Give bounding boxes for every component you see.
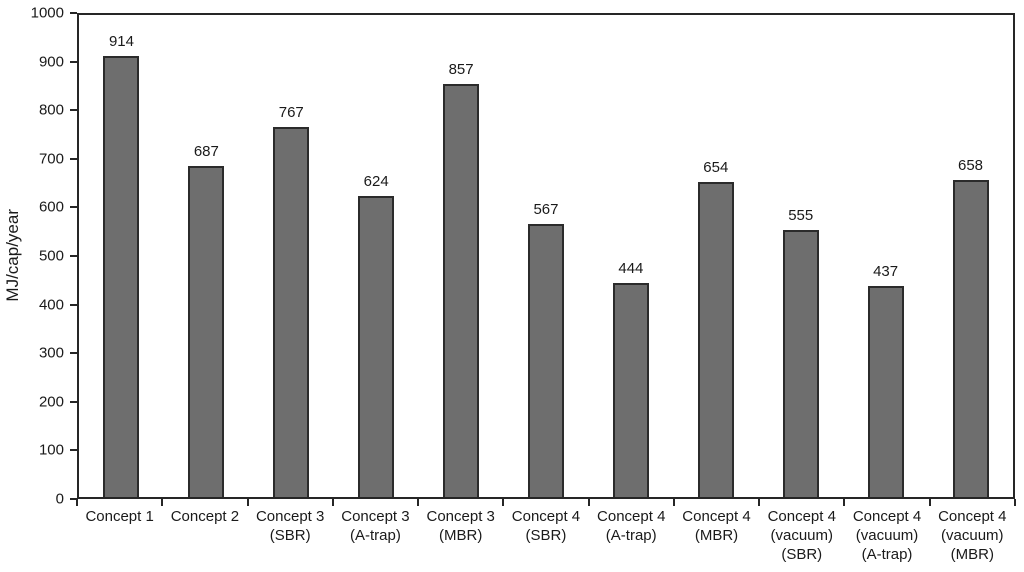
y-tick-label: 900: [38, 53, 64, 71]
y-axis-ticks: 0 100 200 300 400 500 600 700 800 900 1000: [0, 5, 77, 508]
x-category-label: Concept 2: [170, 508, 240, 525]
y-tick-mark: [70, 206, 77, 209]
plot-area: 914 687 767 624 857 567 444 654 555 437 658: [77, 13, 1015, 499]
bar-value-label: 658: [958, 156, 984, 174]
bar: [103, 56, 140, 497]
x-axis-labels: Concept 1 Concept 2 Concept 3 (SBR) Concept…: [77, 507, 1015, 564]
x-tick-mark: [417, 499, 420, 506]
bar-column: 444: [588, 15, 673, 497]
y-tick-mark: [70, 449, 77, 452]
y-tick-mark: [70, 12, 77, 14]
x-category-label: Concept 3 (MBR): [426, 508, 495, 544]
bar-value-label: 437: [873, 263, 899, 281]
x-tick-mark: [587, 499, 590, 506]
y-tick-mark: [70, 157, 77, 160]
y-tick-mark: [70, 352, 77, 355]
x-tick-mark: [758, 499, 761, 506]
bar-column: 687: [164, 15, 249, 497]
bar-value-label: 444: [618, 260, 644, 277]
x-category-label: Concept 4 (vacuum) (A-trap): [852, 508, 922, 563]
bar-value-label: 555: [788, 206, 814, 224]
x-category-label: Concept 4 (A-trap): [597, 508, 666, 544]
x-axis-ticks: [76, 499, 1016, 506]
y-tick-label: 300: [38, 344, 64, 362]
bar-value-label: 624: [363, 173, 389, 191]
y-tick-mark: [70, 255, 77, 257]
bar: [612, 283, 649, 497]
bar: [527, 223, 564, 497]
x-tick-mark: [502, 499, 505, 506]
x-tick-mark: [331, 499, 334, 506]
x-tick-mark: [928, 499, 931, 506]
x-category-label: Concept 3 (SBR): [255, 508, 325, 544]
bar-value-label: 654: [703, 158, 729, 176]
y-tick-mark: [70, 303, 77, 306]
y-tick-mark: [70, 400, 77, 403]
x-tick-mark: [1014, 499, 1016, 506]
x-tick-mark: [843, 499, 846, 506]
y-tick-label: 200: [38, 393, 64, 411]
y-tick-label: 800: [38, 101, 64, 119]
bar-value-label: 687: [193, 142, 219, 160]
x-category-label: Concept 4 (vacuum) (MBR): [938, 508, 1007, 563]
bar-value-label: 914: [108, 33, 134, 51]
bar: [188, 165, 225, 497]
y-tick-label: 100: [38, 441, 64, 459]
x-category-label: Concept 4 (vacuum) (SBR): [767, 508, 836, 563]
y-tick-label: 500: [38, 247, 64, 265]
bar-value-label: 567: [533, 200, 559, 218]
bar-column: 624: [334, 15, 419, 497]
x-tick-mark: [672, 499, 675, 506]
bar-column: 857: [419, 15, 504, 497]
bar-column: 437: [843, 15, 928, 497]
y-tick-label: 700: [38, 150, 64, 168]
x-category-label: Concept 4 (SBR): [511, 508, 581, 544]
bar: [867, 286, 904, 497]
bar: [952, 179, 989, 497]
y-tick-mark: [70, 60, 77, 63]
bar-column: 767: [249, 15, 334, 497]
bar-column: 654: [673, 15, 758, 497]
bar: [273, 127, 310, 497]
y-tick-label: 0: [55, 490, 64, 508]
x-category-label: Concept 3 (A-trap): [341, 508, 410, 544]
bar-column: 555: [758, 15, 843, 497]
y-tick-label: 400: [38, 296, 64, 314]
y-tick-mark: [70, 109, 77, 112]
bar-column: 658: [928, 15, 1013, 497]
bar-value-label: 767: [278, 104, 304, 122]
bar: [358, 196, 395, 497]
y-tick-label: 600: [38, 198, 64, 216]
x-tick-mark: [161, 499, 164, 506]
bar-value-label: 857: [448, 60, 474, 78]
bar: [782, 229, 819, 497]
bar: [697, 181, 734, 497]
bar-column: 567: [504, 15, 589, 497]
y-tick-mark: [70, 498, 77, 500]
bars-row: 914 687 767 624 857 567 444 654 555 437 658: [79, 15, 1013, 497]
x-category-label: Concept 1: [85, 508, 154, 525]
x-tick-mark: [76, 499, 78, 506]
y-tick-label: 1000: [30, 4, 64, 22]
bar: [443, 83, 480, 497]
x-tick-mark: [246, 499, 249, 506]
bar-column: 914: [79, 15, 164, 497]
x-category-label: Concept 4 (MBR): [682, 508, 751, 544]
